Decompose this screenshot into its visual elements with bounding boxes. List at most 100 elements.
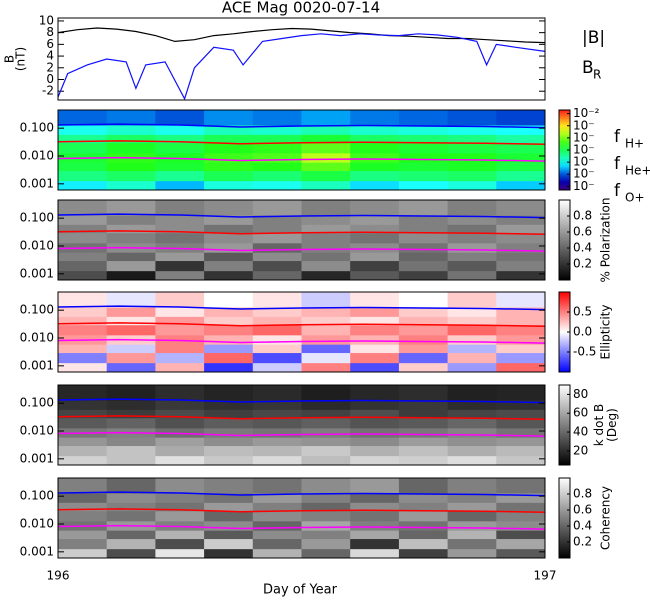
heatmap-cell [398, 180, 449, 191]
y-tick-label: 0.010 [20, 239, 54, 253]
y-tick-label: 0.001 [20, 176, 54, 190]
heatmap-cell [496, 530, 546, 540]
heatmap-cell [301, 242, 351, 253]
heatmap-cell [398, 385, 449, 401]
heatmap-cell [155, 200, 205, 216]
heatmap-cell [204, 385, 254, 401]
heatmap-cell [58, 324, 108, 336]
colorbar-tick-label: 0.4 [573, 519, 592, 533]
heatmap-cell [301, 455, 351, 466]
heatmap-cell [58, 493, 108, 503]
colorbar-label: (Deg) [605, 408, 619, 442]
heatmap-cell [106, 478, 156, 494]
heatmap-cell [301, 224, 351, 234]
y-tick-label: 0.001 [20, 358, 54, 372]
heatmap-cell [301, 409, 351, 419]
heatmap-cell [398, 252, 449, 262]
frequency-line [57, 398, 546, 404]
heatmap-cell [301, 200, 351, 216]
heatmap-cell [252, 252, 302, 262]
heatmap-cell [447, 548, 497, 559]
heatmap-cell [447, 530, 497, 540]
heatmap-cell [58, 224, 108, 234]
heatmap-cell [350, 344, 400, 354]
heatmap-cell [252, 385, 302, 401]
heatmap-cell [204, 520, 254, 531]
heatmap-cell [301, 362, 351, 373]
colorbar-tick-label: 10⁻ [573, 130, 595, 144]
heatmap-cell [58, 232, 108, 244]
heatmap-cell [106, 224, 156, 234]
colorbar-tick-label: 10⁻² [573, 106, 600, 120]
plot-frame [57, 109, 546, 191]
heatmap-cell [350, 427, 400, 438]
heatmap-cell [155, 445, 205, 457]
heatmap-cell [496, 455, 546, 466]
heatmap-cell [447, 400, 497, 410]
heatmap-cell [350, 493, 400, 503]
heatmap-cell [301, 478, 351, 494]
heatmap-cell [106, 307, 156, 317]
heatmap-cell [106, 170, 156, 182]
heatmap-cell [106, 134, 156, 144]
heatmap-cell [398, 316, 449, 326]
heatmap-cell [204, 224, 254, 234]
x-tick-label: 197 [534, 569, 557, 583]
heatmap-cell [398, 548, 449, 559]
heatmap-cell [204, 427, 254, 438]
heatmap-cell [204, 292, 254, 308]
heatmap-cell [252, 427, 302, 438]
y-tick-label: 0 [46, 72, 54, 86]
legend-subscript: O+ [625, 191, 645, 205]
frequency-line [57, 305, 546, 311]
heatmap-cell [301, 385, 351, 401]
colorbar-tick-label: 0.6 [573, 225, 592, 239]
heatmap-cell [447, 252, 497, 262]
heatmap-cell [58, 142, 108, 154]
y-tick-label: 10 [39, 13, 54, 27]
y-tick-label: 0.001 [20, 451, 54, 465]
colorbar-tick-label: 0.5 [573, 305, 592, 319]
heatmap-cell [398, 510, 449, 522]
heatmap-cell [447, 215, 497, 225]
heatmap-cell [398, 142, 449, 154]
heatmap-cell [155, 478, 205, 494]
colorbar-tick-label: -0.5 [573, 345, 596, 359]
heatmap-cell [106, 125, 156, 135]
heatmap-cell [301, 252, 351, 262]
heatmap-cell [58, 162, 108, 172]
heatmap-cell [155, 252, 205, 262]
colorbar-tick-label: 10⁻ [573, 155, 595, 169]
heatmap-cell [204, 252, 254, 262]
heatmap-cell [301, 134, 351, 144]
heatmap-cell [106, 232, 156, 244]
heatmap-cell [106, 510, 156, 522]
heatmap-cell [398, 409, 449, 419]
y-tick-label: 0.001 [20, 266, 54, 280]
heatmap-cell [58, 125, 108, 135]
heatmap-cell [58, 538, 108, 550]
plot-frame [57, 384, 546, 466]
heatmap-cell [301, 215, 351, 225]
heatmap-cell [447, 520, 497, 531]
heatmap-cell [252, 232, 302, 244]
colorbar-tick-label: 0.8 [573, 487, 592, 501]
heatmap-cell [106, 548, 156, 559]
heatmap-cell [350, 548, 400, 559]
heatmap-cell [301, 152, 351, 163]
heatmap-cell [106, 142, 156, 154]
heatmap-cell [204, 352, 254, 364]
heatmap-cell [204, 510, 254, 522]
heatmap-cell [252, 334, 302, 345]
heatmap-cell [106, 200, 156, 216]
heatmap-cell [398, 427, 449, 438]
heatmap-cell [204, 324, 254, 336]
heatmap-cell [350, 478, 400, 494]
heatmap-cell [252, 548, 302, 559]
frequency-line [57, 140, 546, 146]
data-line [57, 33, 546, 101]
y-tick-label: 6 [46, 37, 54, 51]
heatmap-cell [204, 409, 254, 419]
heatmap-cell [106, 252, 156, 262]
